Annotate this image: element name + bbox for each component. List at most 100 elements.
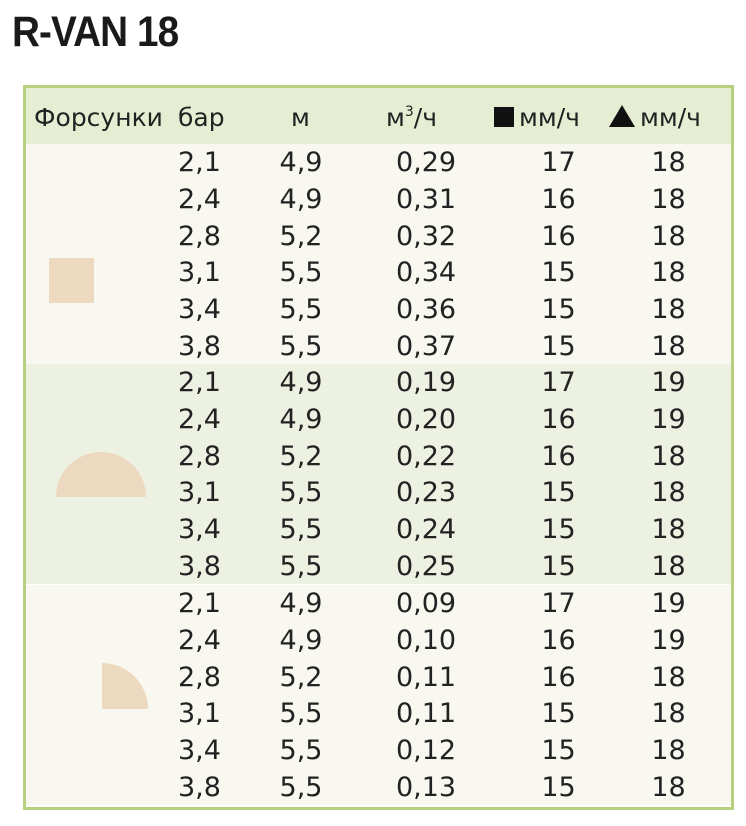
half-circle-nozzle-icon [56,452,146,497]
cell-tr: 18 [651,735,686,767]
cell-tr: 18 [651,772,686,803]
header-square-label: мм/ч [519,103,580,132]
cell-sq: 16 [541,183,576,215]
nozzle-group-1: 2,1 4,9 0,29 17 18 2,4 4,9 0,31 16 18 2,8 5,2 0,32 16… [26,144,731,364]
square-icon [494,107,514,127]
nozzle-group-3: 2,1 4,9 0,09 17 19 2,4 4,9 0,10 16 19 2,8 5,2 0,11 16… [26,585,731,805]
table-row: 3,4 5,5 0,24 15 18 [26,511,731,548]
cell-sq: 16 [541,220,576,252]
cell-flow: 0,22 [395,440,457,472]
header-square-unit: мм/ч [494,88,580,144]
quarter-circle-nozzle-icon [102,663,148,709]
page-title: R-VAN 18 [12,8,179,56]
header-bar: бар [178,103,225,132]
cell-m: 5,2 [279,440,323,472]
cell-sq: 16 [541,440,576,472]
cell-flow: 0,34 [395,257,457,289]
cell-sq: 15 [541,294,576,326]
cell-tr: 18 [651,551,686,582]
table-row: 2,1 4,9 0,29 17 18 [26,144,731,181]
table-row: 3,8 5,5 0,25 15 18 [26,548,731,585]
cell-bar: 3,4 [178,514,221,546]
cell-tr: 18 [651,331,686,362]
cell-m: 4,9 [279,183,323,215]
table-row: 2,8 5,2 0,32 16 18 [26,218,731,255]
cell-m: 4,9 [279,367,323,398]
header-nozzles: Форсунки [34,103,163,132]
cell-bar: 3,4 [178,735,221,767]
cell-m: 5,5 [279,735,323,767]
cell-m: 5,5 [279,257,323,289]
cell-flow: 0,29 [395,147,457,178]
cell-flow: 0,20 [395,403,457,435]
cell-sq: 17 [541,367,576,398]
table-row: 3,1 5,5 0,34 15 18 [26,254,731,291]
cell-sq: 16 [541,624,576,656]
cell-m: 5,2 [279,220,323,252]
table-row: 3,1 5,5 0,11 15 18 [26,695,731,732]
cell-flow: 0,37 [395,331,457,362]
cell-sq: 17 [541,588,576,619]
header-flow-base: м [386,103,405,132]
table-header: Форсунки бар м м3/ч мм/ч мм/ч [26,88,731,144]
cell-m: 5,5 [279,294,323,326]
cell-tr: 18 [651,257,686,289]
cell-flow: 0,23 [395,477,457,509]
cell-bar: 2,4 [178,403,221,435]
table-row: 2,1 4,9 0,09 17 19 [26,585,731,622]
cell-bar: 3,1 [178,477,221,509]
cell-tr: 18 [651,220,686,252]
cell-tr: 19 [651,403,686,435]
cell-tr: 18 [651,147,686,178]
table-row: 3,1 5,5 0,23 15 18 [26,474,731,511]
cell-flow: 0,11 [395,698,457,730]
table-row: 2,8 5,2 0,22 16 18 [26,438,731,475]
cell-sq: 17 [541,147,576,178]
triangle-icon [609,105,635,127]
cell-flow: 0,24 [395,514,457,546]
cell-sq: 15 [541,257,576,289]
cell-sq: 15 [541,735,576,767]
cell-m: 5,5 [279,514,323,546]
cell-flow: 0,32 [395,220,457,252]
cell-bar: 2,8 [178,661,221,693]
cell-bar: 2,8 [178,440,221,472]
cell-flow: 0,25 [395,551,457,582]
cell-tr: 18 [651,294,686,326]
cell-tr: 18 [651,440,686,472]
performance-table: Форсунки бар м м3/ч мм/ч мм/ч 2,1 4,9 0,29… [23,85,734,810]
cell-flow: 0,09 [395,588,457,619]
header-flow-sup: 3 [404,104,414,120]
cell-tr: 19 [651,624,686,656]
cell-m: 4,9 [279,403,323,435]
cell-bar: 2,1 [178,367,221,398]
cell-bar: 3,1 [178,698,221,730]
cell-sq: 15 [541,698,576,730]
table-row: 3,4 5,5 0,36 15 18 [26,291,731,328]
cell-tr: 18 [651,661,686,693]
header-triangle-label: мм/ч [640,103,701,132]
cell-flow: 0,13 [395,772,457,803]
table-row: 3,4 5,5 0,12 15 18 [26,732,731,769]
cell-flow: 0,36 [395,294,457,326]
cell-bar: 3,4 [178,294,221,326]
table-row: 2,8 5,2 0,11 16 18 [26,659,731,696]
cell-bar: 2,4 [178,624,221,656]
cell-bar: 2,8 [178,220,221,252]
cell-bar: 3,8 [178,331,221,362]
table-row: 2,4 4,9 0,10 16 19 [26,622,731,659]
cell-flow: 0,10 [395,624,457,656]
header-flow-tail: /ч [413,103,437,132]
cell-m: 4,9 [279,588,323,619]
cell-flow: 0,19 [395,367,457,398]
header-m: м [291,103,310,132]
header-triangle-unit: мм/ч [609,88,701,144]
table-row: 2,1 4,9 0,19 17 19 [26,364,731,401]
cell-sq: 15 [541,772,576,803]
cell-tr: 18 [651,698,686,730]
cell-m: 4,9 [279,147,323,178]
header-flow: м3/ч [386,88,437,144]
cell-bar: 3,8 [178,551,221,582]
nozzle-group-2: 2,1 4,9 0,19 17 19 2,4 4,9 0,20 16 19 2,8 5,2 0,22 16… [26,364,731,584]
cell-m: 5,2 [279,661,323,693]
